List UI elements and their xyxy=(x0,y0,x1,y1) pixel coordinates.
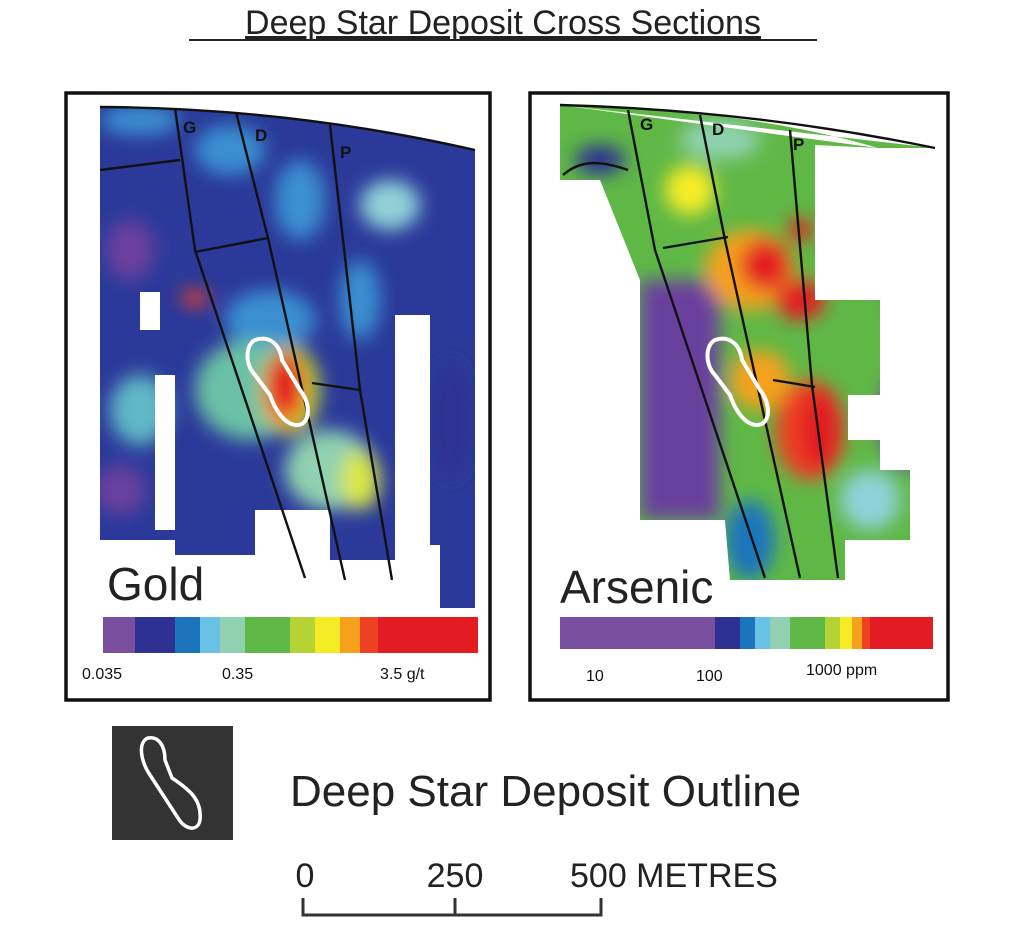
title: Deep Star Deposit Cross Sections xyxy=(245,4,761,42)
panel-label: Gold xyxy=(107,558,204,610)
fault-label: G xyxy=(183,118,196,137)
deposit-outline xyxy=(705,336,770,428)
legend-label: Deep Star Deposit Outline xyxy=(290,767,801,816)
fault-line xyxy=(626,109,767,579)
cross-fault xyxy=(99,158,361,392)
fault-line xyxy=(173,107,307,579)
cross-fault xyxy=(562,161,816,389)
colorbar-label: 0.035 xyxy=(82,666,122,683)
scale-bar xyxy=(301,898,603,917)
panel-label: Arsenic xyxy=(560,561,713,613)
arsenic-colorbar xyxy=(560,617,933,649)
colorbar-label: 10 xyxy=(586,668,604,685)
colorbar-label: 3.5 g/t xyxy=(380,666,425,683)
fault-label: D xyxy=(712,120,724,139)
colorbar-label: 1000 ppm xyxy=(806,662,877,679)
legend-swatch xyxy=(112,726,233,840)
surface xyxy=(99,105,476,152)
fault-label: D xyxy=(255,126,267,145)
colorbar-label: 0.35 xyxy=(222,666,253,683)
deposit-outline xyxy=(245,336,310,428)
fault-label: P xyxy=(793,135,804,154)
fault-line xyxy=(698,114,802,579)
scale-label: 250 xyxy=(427,857,484,895)
legend-outline-icon xyxy=(139,736,202,830)
scale-label: 500 METRES xyxy=(570,857,778,895)
colorbar-label: 100 xyxy=(696,668,723,685)
scale-label: 0 xyxy=(296,857,315,895)
surface xyxy=(559,103,936,150)
fault-line xyxy=(788,129,840,579)
fault-label: G xyxy=(640,115,653,134)
fault-label: P xyxy=(340,143,351,162)
gold-colorbar xyxy=(103,617,478,653)
